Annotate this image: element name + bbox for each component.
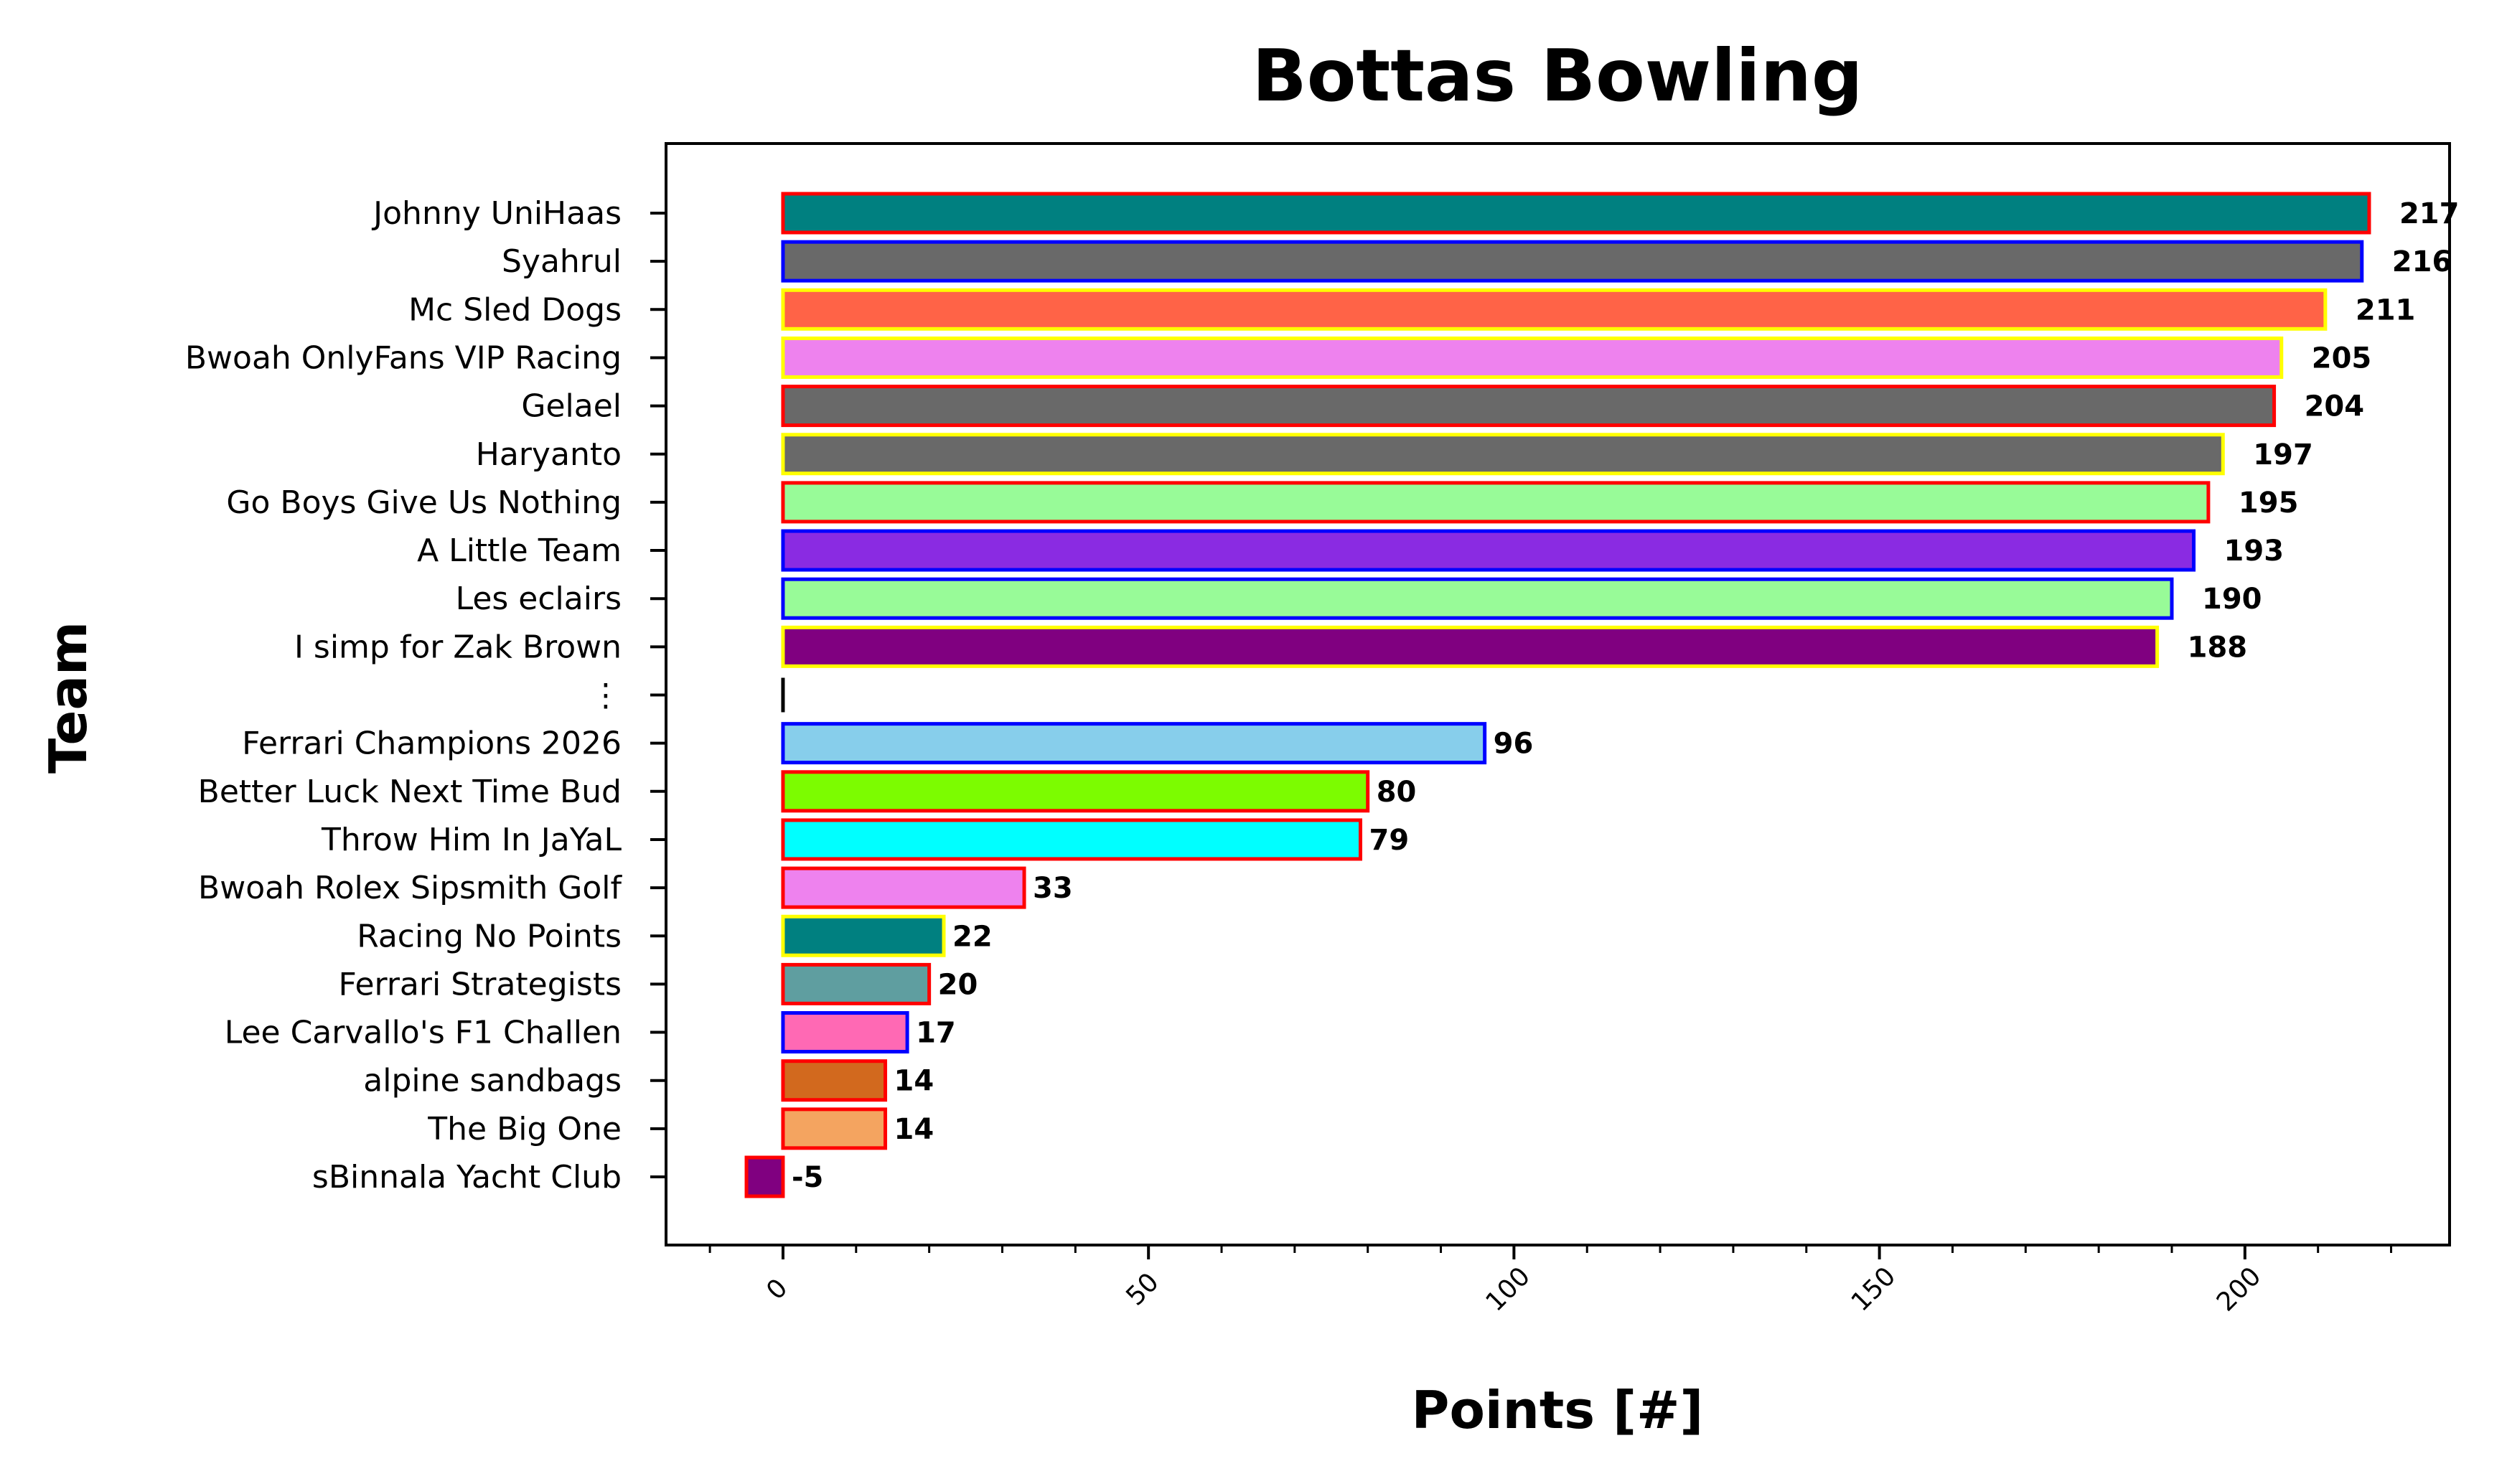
y-tick-label: Les eclairs xyxy=(456,581,622,617)
y-axis-label: Team xyxy=(38,621,98,774)
bar-value-label: 204 xyxy=(2305,390,2365,423)
bar xyxy=(781,770,1370,813)
bar-value-label: 211 xyxy=(2356,293,2416,327)
bar-value-label: 197 xyxy=(2253,438,2313,471)
bar-value-label: -5 xyxy=(792,1161,823,1194)
bar-value-label: 17 xyxy=(916,1017,956,1050)
bar-value-label: 205 xyxy=(2312,342,2372,375)
y-tick-label: I simp for Zak Brown xyxy=(294,629,622,665)
bar xyxy=(781,1011,909,1054)
y-tick-label: Haryanto xyxy=(476,436,622,473)
bar xyxy=(781,625,2160,668)
y-tick-label: Go Boys Give Us Nothing xyxy=(226,484,622,521)
y-tick-label: Mc Sled Dogs xyxy=(408,291,622,328)
bar-value-label: 33 xyxy=(1033,872,1073,905)
bar-value-label: 188 xyxy=(2188,631,2248,664)
bar xyxy=(781,240,2364,283)
bar xyxy=(781,336,2284,379)
x-axis-label: Points [#] xyxy=(1412,1380,1704,1440)
bar-value-label: 190 xyxy=(2202,583,2262,616)
y-tick-label: Johnny UniHaas xyxy=(371,195,622,232)
bar xyxy=(781,962,932,1005)
bar xyxy=(781,1107,888,1150)
bar xyxy=(781,914,946,957)
bar-value-label: 193 xyxy=(2224,535,2285,568)
bar-value-label: 195 xyxy=(2239,487,2299,520)
y-tick-label: Gelael xyxy=(521,388,622,425)
bar-value-label: 20 xyxy=(938,968,978,1001)
bar-value-label: 14 xyxy=(894,1113,934,1146)
bar xyxy=(781,288,2328,331)
y-tick-label: The Big One xyxy=(427,1111,622,1147)
bar xyxy=(781,866,1026,909)
bar-value-label: 216 xyxy=(2392,245,2452,278)
y-tick-label: Racing No Points xyxy=(357,918,622,954)
y-tick-label: Better Luck Next Time Bud xyxy=(198,774,622,810)
bar xyxy=(781,433,2225,476)
bar xyxy=(744,1155,785,1198)
bar xyxy=(781,722,1487,765)
bar xyxy=(781,529,2196,572)
y-tick-label: Throw Him In JaYaL xyxy=(321,822,622,858)
y-tick-label: alpine sandbags xyxy=(363,1063,622,1099)
y-tick-label: Bwoah OnlyFans VIP Racing xyxy=(185,339,622,376)
bar-value-label: 14 xyxy=(894,1065,934,1098)
axes-frame xyxy=(665,142,2451,1246)
bar xyxy=(781,1059,888,1102)
bar xyxy=(781,481,2211,524)
chart-title: Bottas Bowling xyxy=(1252,34,1863,118)
y-tick-label: ⋮ xyxy=(590,677,622,714)
y-tick-label: Ferrari Champions 2026 xyxy=(242,725,622,762)
bar xyxy=(781,818,1363,861)
y-tick-label: Bwoah Rolex Sipsmith Golf xyxy=(198,870,622,906)
y-tick-label: A Little Team xyxy=(417,532,622,569)
bar-value-label: 79 xyxy=(1369,824,1410,857)
bar-value-label: 22 xyxy=(952,920,993,953)
y-tick-label: Lee Carvallo's F1 Challen xyxy=(225,1015,622,1051)
bar-value-label: 96 xyxy=(1494,728,1534,761)
y-tick-label: Syahrul xyxy=(502,243,622,280)
bar xyxy=(781,577,2174,620)
bar xyxy=(781,385,2277,428)
y-tick-label: sBinnala Yacht Club xyxy=(312,1159,622,1196)
y-tick-label: Ferrari Strategists xyxy=(339,966,622,1002)
bar xyxy=(781,192,2371,235)
bar-value-label: 80 xyxy=(1377,776,1417,809)
